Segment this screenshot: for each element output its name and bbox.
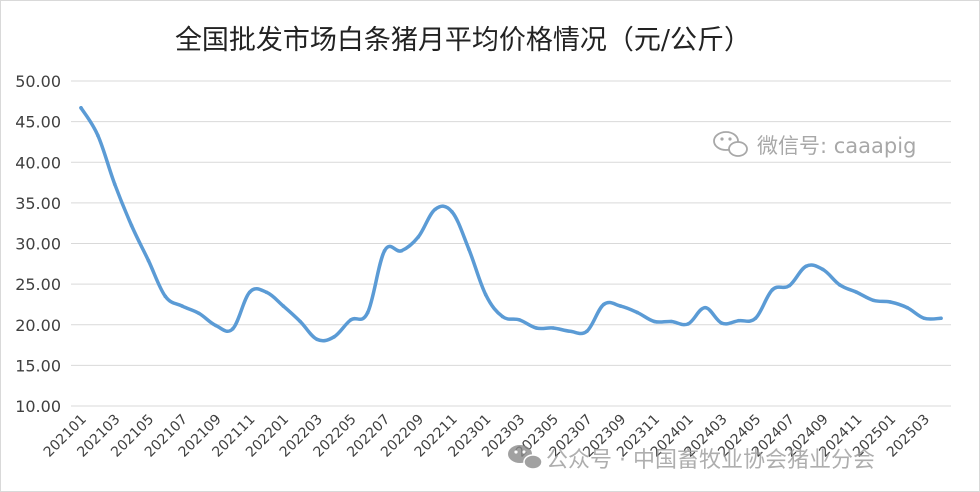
data-point [585, 329, 589, 334]
official-account-watermark: 公众号 · 中国畜牧业协会猪业分会 [508, 445, 875, 473]
y-tick-label: 20.00 [15, 316, 61, 335]
data-point [854, 290, 859, 295]
data-point [349, 318, 353, 322]
data-point [163, 294, 168, 299]
data-point [517, 318, 522, 322]
gridlines [71, 80, 951, 407]
data-point [483, 292, 488, 297]
data-point [787, 283, 792, 288]
data-point [922, 316, 926, 321]
data-point [180, 304, 184, 308]
data-point [821, 267, 825, 272]
series-layer [79, 106, 943, 343]
data-point [247, 290, 252, 295]
official-account-text: 公众号 · 中国畜牧业协会猪业分会 [546, 448, 875, 473]
data-point [382, 249, 387, 253]
y-tick-label: 50.00 [15, 72, 61, 91]
y-axis-ticks: 10.00 15.00 20.00 25.00 30.00 35.00 40.00 45.00… [15, 72, 61, 416]
data-point [264, 290, 269, 295]
data-point [686, 322, 690, 326]
data-point [669, 319, 673, 324]
data-point [112, 182, 117, 186]
y-tick-label: 30.00 [15, 235, 61, 254]
data-point [601, 302, 606, 307]
y-tick-label: 15.00 [15, 356, 61, 375]
data-point [129, 223, 134, 228]
data-point [450, 210, 454, 214]
series-line [79, 106, 943, 343]
y-tick-label: 45.00 [15, 113, 61, 132]
data-point [197, 311, 201, 316]
data-point [315, 337, 319, 342]
data-point [838, 283, 842, 287]
data-point [888, 300, 893, 304]
chart-title: 全国批发市场白条猪月平均价格情况（元/公斤） [175, 25, 751, 56]
data-point [652, 319, 657, 324]
wechat-id-watermark: 微信号: caaapig [713, 131, 916, 158]
data-point [939, 316, 943, 321]
y-tick-label: 35.00 [15, 194, 61, 213]
data-point [753, 316, 758, 321]
data-point [703, 305, 707, 310]
wechat-id-text: 微信号: caaapig [757, 134, 916, 158]
data-point [298, 319, 303, 324]
data-point [214, 323, 218, 328]
data-point [635, 310, 640, 315]
y-tick-label: 40.00 [15, 153, 61, 172]
y-tick-label: 25.00 [15, 275, 61, 294]
data-point [332, 335, 336, 339]
data-point [467, 247, 471, 251]
wechat-icon [713, 131, 748, 157]
data-point [399, 249, 404, 253]
data-point [365, 310, 370, 315]
data-point [534, 326, 539, 330]
data-point [500, 314, 505, 319]
data-point [146, 258, 151, 263]
data-point [804, 264, 808, 269]
data-point [433, 207, 437, 212]
data-point [736, 318, 741, 323]
data-point [96, 133, 100, 138]
data-point [568, 329, 572, 334]
data-point [618, 304, 623, 308]
wechat-icon [508, 445, 543, 470]
data-point [416, 235, 421, 239]
data-point [719, 321, 724, 325]
data-point [551, 326, 555, 330]
data-point [770, 288, 775, 292]
y-tick-label: 10.00 [15, 397, 61, 416]
data-point [281, 304, 286, 308]
data-point [230, 327, 235, 331]
data-point [905, 305, 910, 310]
data-point [871, 298, 876, 303]
data-point [79, 106, 83, 110]
